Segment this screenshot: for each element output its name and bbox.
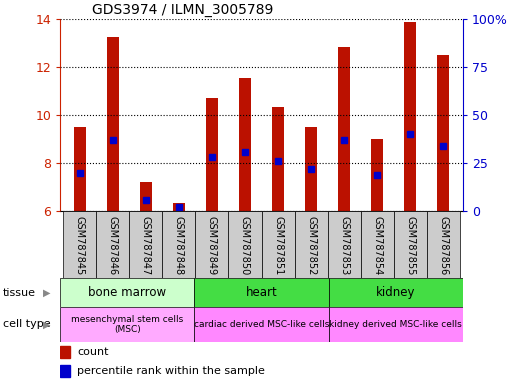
Bar xyxy=(60,346,70,358)
Text: count: count xyxy=(77,347,109,357)
Text: GSM787845: GSM787845 xyxy=(75,216,85,275)
Text: kidney derived MSC-like cells: kidney derived MSC-like cells xyxy=(329,320,462,329)
Text: GSM787851: GSM787851 xyxy=(273,216,283,275)
Bar xyxy=(239,78,251,211)
Text: ▶: ▶ xyxy=(43,288,50,298)
Bar xyxy=(96,211,130,278)
Text: mesenchymal stem cells
(MSC): mesenchymal stem cells (MSC) xyxy=(71,315,184,334)
Bar xyxy=(393,211,427,278)
Bar xyxy=(338,47,350,211)
Bar xyxy=(195,307,328,342)
Bar xyxy=(140,182,152,211)
Text: bone marrow: bone marrow xyxy=(88,286,166,299)
Bar xyxy=(196,211,229,278)
Bar xyxy=(371,139,383,211)
Bar xyxy=(60,278,195,307)
Text: percentile rank within the sample: percentile rank within the sample xyxy=(77,366,265,376)
Text: ▶: ▶ xyxy=(43,319,50,329)
Text: GSM787847: GSM787847 xyxy=(141,216,151,275)
Text: heart: heart xyxy=(246,286,277,299)
Bar xyxy=(173,203,185,211)
Bar xyxy=(229,211,262,278)
Text: GSM787849: GSM787849 xyxy=(207,216,217,275)
Bar xyxy=(328,278,463,307)
Text: GSM787848: GSM787848 xyxy=(174,216,184,275)
Bar xyxy=(163,211,196,278)
Bar xyxy=(404,22,416,211)
Bar xyxy=(427,211,460,278)
Bar xyxy=(63,211,96,278)
Bar xyxy=(305,127,317,211)
Bar xyxy=(272,107,284,211)
Text: cardiac derived MSC-like cells: cardiac derived MSC-like cells xyxy=(194,320,329,329)
Bar xyxy=(60,307,195,342)
Bar xyxy=(327,211,360,278)
Bar xyxy=(206,98,218,211)
Text: GSM787850: GSM787850 xyxy=(240,216,250,275)
Text: GSM787855: GSM787855 xyxy=(405,216,415,275)
Text: GSM787856: GSM787856 xyxy=(438,216,448,275)
Text: tissue: tissue xyxy=(3,288,36,298)
Bar xyxy=(60,365,70,377)
Text: kidney: kidney xyxy=(376,286,415,299)
Text: GDS3974 / ILMN_3005789: GDS3974 / ILMN_3005789 xyxy=(93,3,274,17)
Bar xyxy=(328,307,463,342)
Bar xyxy=(107,37,119,211)
Bar xyxy=(262,211,294,278)
Text: GSM787852: GSM787852 xyxy=(306,216,316,275)
Bar xyxy=(360,211,393,278)
Text: GSM787854: GSM787854 xyxy=(372,216,382,275)
Text: GSM787846: GSM787846 xyxy=(108,216,118,275)
Bar xyxy=(294,211,327,278)
Text: cell type: cell type xyxy=(3,319,50,329)
Bar xyxy=(195,278,328,307)
Bar xyxy=(437,55,449,211)
Bar xyxy=(130,211,163,278)
Text: GSM787853: GSM787853 xyxy=(339,216,349,275)
Bar xyxy=(74,127,86,211)
